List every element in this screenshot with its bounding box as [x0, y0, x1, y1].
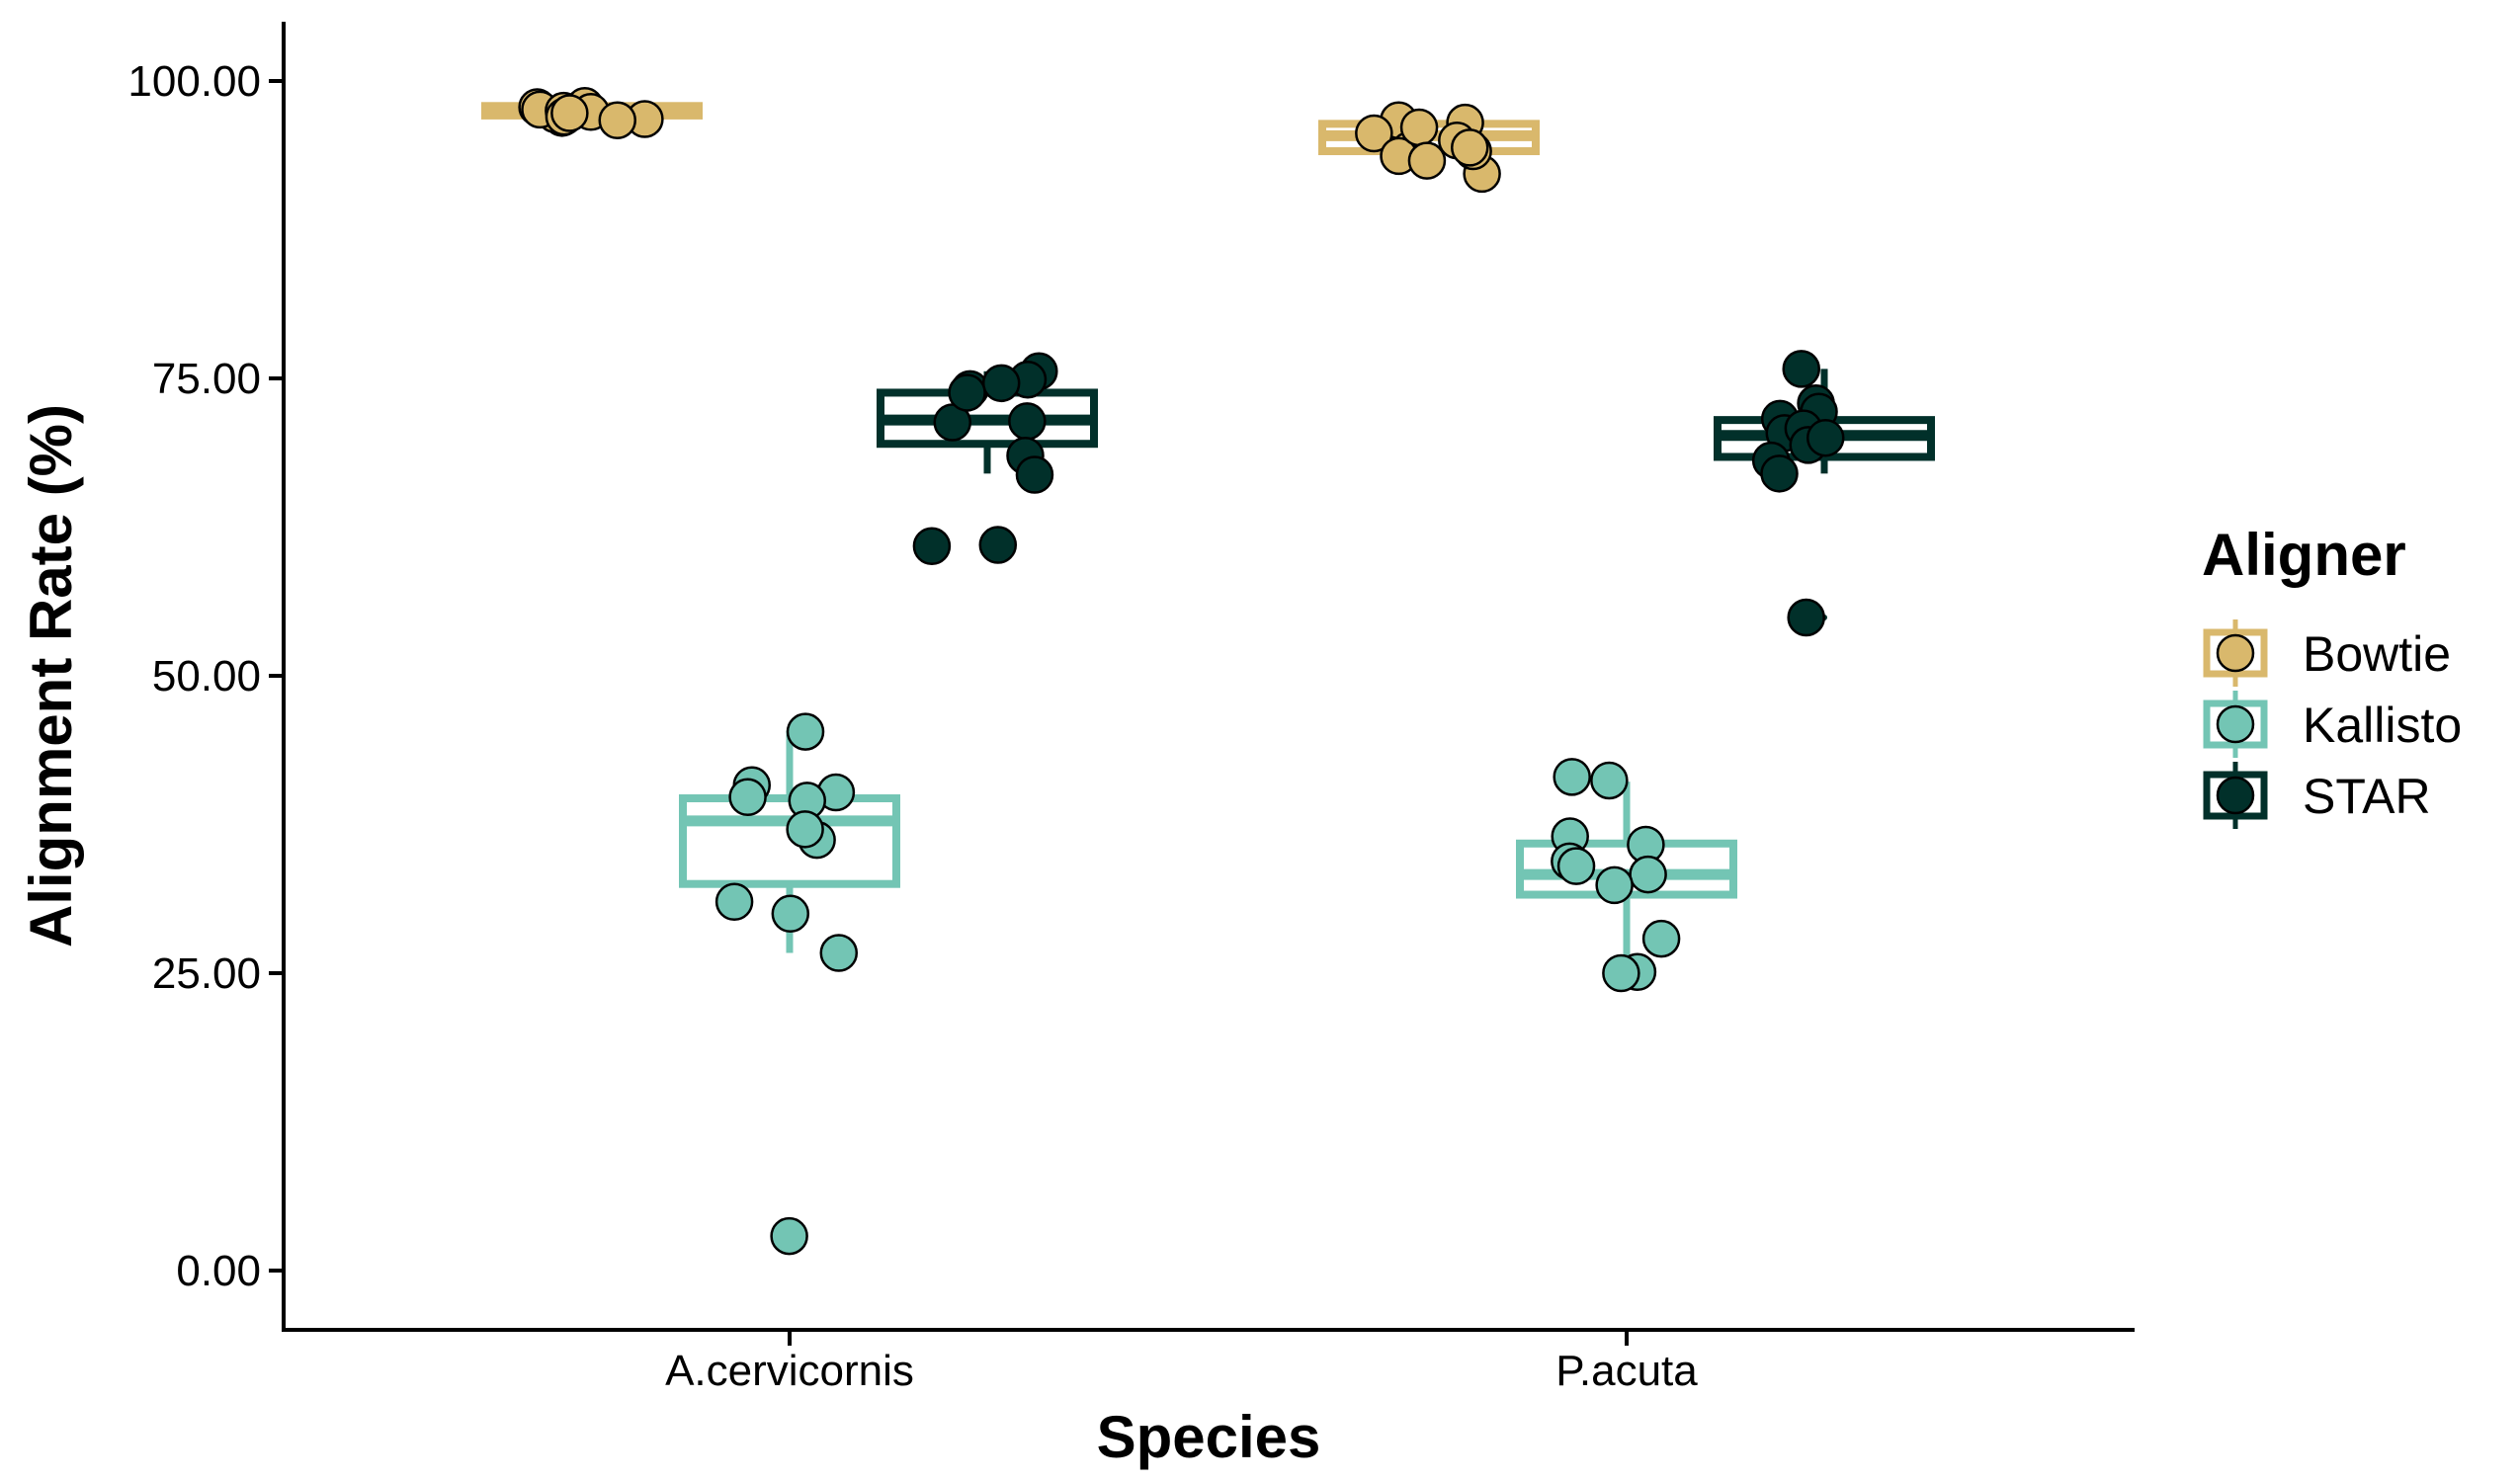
legend-item-bowtie: Bowtie [2203, 619, 2451, 687]
y-axis-title: Alignment Rate (%) [18, 404, 84, 947]
box-iqr [679, 794, 900, 888]
data-point [1008, 402, 1047, 441]
data-point [1806, 418, 1845, 457]
data-point [598, 101, 637, 139]
box-star-0 [877, 370, 1098, 548]
data-point [1629, 855, 1667, 894]
legend-label: Bowtie [2303, 626, 2451, 682]
y-tick-label: 0.00 [176, 1247, 261, 1295]
data-point [1407, 141, 1447, 180]
x-tick-label: A.cervicornis [665, 1347, 914, 1395]
data-point [1590, 761, 1629, 800]
data-point [550, 94, 589, 132]
y-tick-label: 75.00 [152, 355, 261, 403]
data-point [1556, 847, 1596, 885]
data-point [1355, 114, 1393, 153]
data-point [1760, 454, 1799, 493]
data-point [912, 527, 952, 566]
legend-item-star: STAR [2203, 762, 2431, 829]
legend-point [2216, 776, 2255, 815]
data-point [770, 1216, 808, 1256]
x-axis-ticks: A.cervicornis P.acuta [665, 1330, 1698, 1395]
data-point [786, 712, 825, 751]
data-point [819, 934, 859, 972]
data-point [714, 882, 754, 922]
data-point [1553, 758, 1591, 796]
data-point [981, 364, 1021, 403]
x-axis-title: Species [1097, 1404, 1321, 1470]
data-point [978, 526, 1018, 564]
plot-area [481, 87, 1935, 1256]
axes: 0.00 25.00 50.00 75.00 100.00 A.cervicornis P… [18, 22, 2135, 1470]
legend-item-kallisto: Kallisto [2203, 691, 2462, 758]
data-point [771, 894, 810, 934]
data-point [948, 373, 986, 412]
legend-title: Aligner [2202, 522, 2406, 588]
data-point [1782, 350, 1820, 388]
data-point [1641, 919, 1681, 958]
data-point [1595, 865, 1634, 905]
data-point [1787, 598, 1825, 637]
data-point [1602, 953, 1640, 993]
data-point [1450, 128, 1489, 167]
legend-point [2216, 633, 2255, 673]
legend: Aligner Bowtie Kallisto STAR [2202, 522, 2462, 829]
y-axis-ticks: 0.00 25.00 50.00 75.00 100.00 [127, 57, 284, 1295]
legend-label: Kallisto [2303, 698, 2462, 753]
y-tick-label: 50.00 [152, 652, 261, 700]
x-tick-label: P.acuta [1555, 1347, 1698, 1395]
data-point [728, 778, 767, 817]
data-point [786, 810, 824, 849]
data-point [1015, 455, 1054, 494]
data-point [1399, 108, 1439, 147]
legend-point [2216, 704, 2255, 744]
legend-label: STAR [2303, 769, 2431, 824]
y-tick-label: 25.00 [152, 949, 261, 998]
y-tick-label: 100.00 [127, 57, 261, 106]
